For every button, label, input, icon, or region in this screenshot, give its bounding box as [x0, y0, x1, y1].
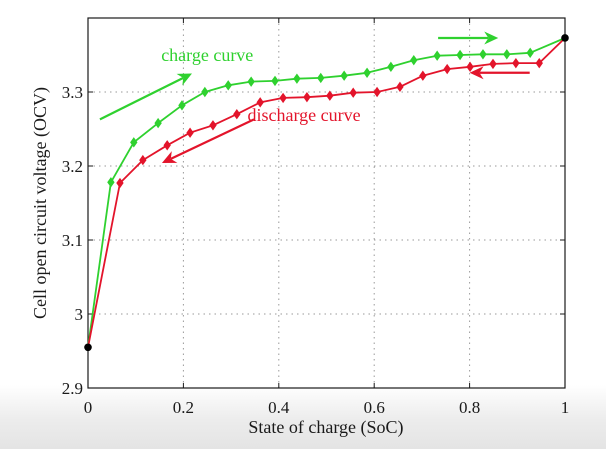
discharge-curve-marker	[443, 63, 451, 75]
discharge-curve-line	[87, 37, 566, 348]
charge-curve-marker	[340, 70, 348, 81]
y-tick-label: 2.9	[62, 379, 83, 398]
charge-curve-marker	[456, 49, 464, 61]
charge-curve-marker	[178, 100, 186, 111]
start-point	[84, 343, 92, 352]
discharge-curve-marker	[396, 81, 404, 93]
y-axis-label: Cell open circuit voltage (OCV)	[30, 87, 51, 319]
arrow-head	[176, 73, 192, 86]
charge-curve-marker	[526, 47, 534, 58]
series-lines	[84, 34, 569, 352]
charge-curve-marker	[317, 72, 325, 84]
charge-curve-marker	[154, 117, 162, 129]
arrow-icon	[161, 118, 255, 164]
y-tick-label: 3.1	[62, 231, 83, 250]
charge-curve-marker	[503, 49, 511, 60]
discharge-curve-marker	[466, 61, 474, 73]
direction-arrows	[99, 31, 530, 164]
discharge-curve-marker	[209, 120, 217, 131]
charge-curve-marker	[201, 86, 209, 98]
discharge-curve-marker	[233, 109, 241, 120]
discharge-curve-marker	[373, 86, 381, 98]
x-tick-label: 0	[84, 398, 93, 417]
arrow-head	[484, 31, 499, 45]
arrow-icon	[99, 73, 192, 121]
arrow-shaft	[99, 76, 184, 121]
charge-curve-marker	[363, 67, 371, 78]
discharge-curve-marker	[349, 87, 357, 98]
x-axis-label: State of charge (SoC)	[248, 417, 403, 438]
arrow-head	[469, 66, 484, 80]
annotation-discharge-curve: discharge curve	[248, 105, 361, 125]
discharge-curve-marker	[535, 57, 543, 69]
end-point	[561, 34, 569, 42]
charge-curve-marker	[130, 137, 138, 148]
arrow-shaft	[170, 118, 255, 160]
charge-curve-marker	[271, 75, 279, 87]
x-tick-label: 0.8	[459, 398, 480, 417]
arrow-icon	[469, 66, 530, 80]
discharge-curve-marker	[512, 57, 520, 69]
discharge-curve-marker	[186, 127, 194, 138]
discharge-curve-marker	[116, 177, 124, 189]
arrow-icon	[438, 31, 499, 45]
x-tick-label: 0.6	[364, 398, 385, 417]
annotation-charge-curve: charge curve	[161, 45, 253, 65]
charge-curve-line	[87, 37, 566, 348]
curve-annotations: charge curve discharge curve	[161, 45, 360, 125]
charge-curve-marker	[387, 61, 395, 73]
charge-curve-marker	[224, 80, 232, 91]
charge-curve-marker	[433, 50, 441, 61]
discharge-curve-marker	[303, 91, 311, 103]
discharge-curve-marker	[256, 97, 264, 108]
discharge-curve-marker	[163, 140, 171, 151]
discharge-curve-marker	[139, 154, 147, 166]
arrow-head	[161, 151, 178, 164]
discharge-curve-marker	[326, 90, 334, 101]
discharge-curve-marker	[279, 92, 287, 104]
axis-ticks: 0 0.2 0.4 0.6 0.8 1 2.9 3 3.1 3.2 3.3	[62, 18, 570, 417]
y-tick-label: 3	[75, 305, 84, 324]
charge-curve-marker	[410, 54, 418, 66]
y-tick-label: 3.3	[62, 83, 83, 102]
discharge-curve-marker	[489, 58, 497, 70]
charge-curve-marker	[293, 73, 301, 84]
plot-frame	[87, 17, 566, 389]
discharge-curve-marker	[419, 70, 427, 81]
y-tick-label: 3.2	[62, 157, 83, 176]
x-tick-label: 1	[561, 398, 570, 417]
charge-curve-marker	[479, 49, 487, 60]
charge-curve-marker	[247, 76, 255, 87]
x-tick-label: 0.4	[268, 398, 290, 417]
charge-curve-marker	[107, 177, 115, 188]
x-tick-label: 0.2	[173, 398, 194, 417]
